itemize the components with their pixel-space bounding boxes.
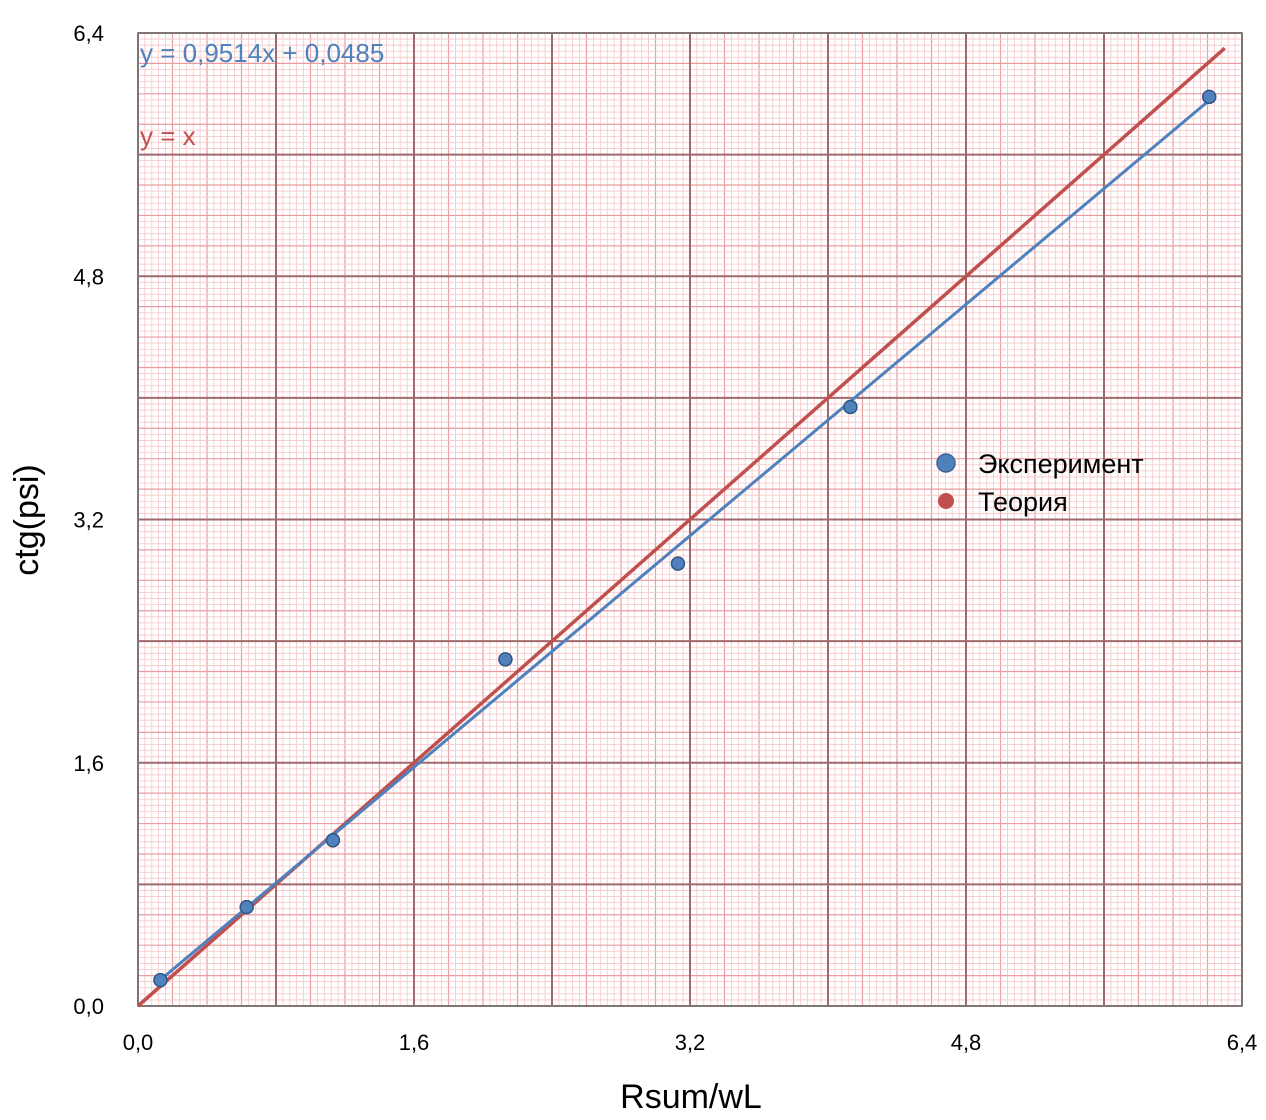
trendline-equation-theory: y = x <box>140 121 196 151</box>
data-point-experiment <box>844 400 857 413</box>
data-point-experiment <box>154 974 167 987</box>
data-point-experiment <box>671 557 684 570</box>
x-tick-label: 6,4 <box>1227 1030 1258 1055</box>
data-point-experiment <box>1203 90 1216 103</box>
x-tick-label: 3,2 <box>675 1030 706 1055</box>
x-tick-label: 4,8 <box>951 1030 982 1055</box>
x-tick-label: 1,6 <box>399 1030 430 1055</box>
y-axis-title: ctg(psi) <box>8 464 46 575</box>
legend-marker-experiment <box>937 454 955 472</box>
y-tick-label: 0,0 <box>73 994 104 1019</box>
legend-label-experiment: Эксперимент <box>978 449 1144 479</box>
y-tick-label: 3,2 <box>73 508 104 533</box>
legend-marker-theory <box>938 493 954 509</box>
y-tick-label: 1,6 <box>73 751 104 776</box>
data-point-experiment <box>499 653 512 666</box>
legend-label-theory: Теория <box>978 487 1068 517</box>
x-axis-title: Rsum/wL <box>620 1078 762 1116</box>
trendline-equation-experiment: y = 0,9514x + 0,0485 <box>140 38 384 68</box>
y-tick-label: 4,8 <box>73 264 104 289</box>
data-point-experiment <box>240 901 253 914</box>
x-tick-label: 0,0 <box>123 1030 154 1055</box>
data-point-experiment <box>326 834 339 847</box>
y-tick-label: 6,4 <box>73 21 104 46</box>
